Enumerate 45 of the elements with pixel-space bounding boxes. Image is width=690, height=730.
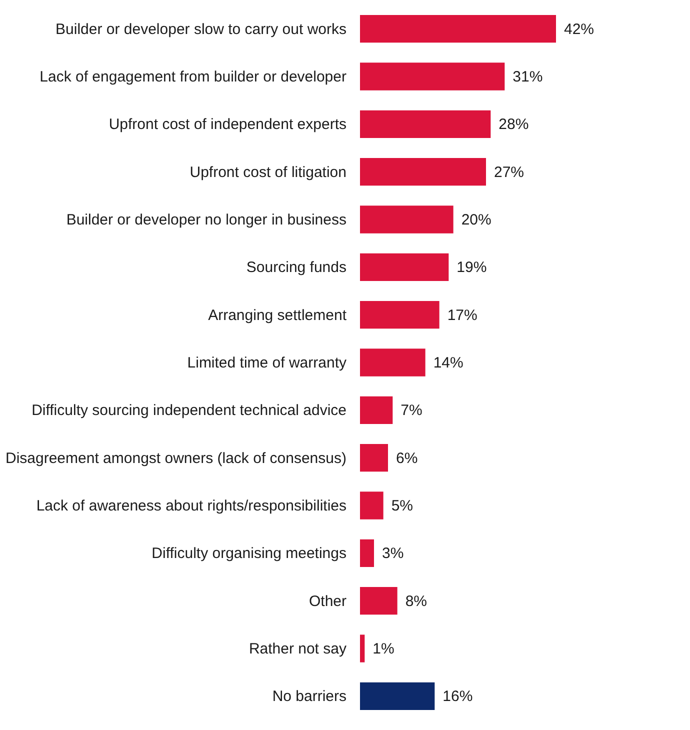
bar <box>360 492 384 520</box>
bar <box>360 444 388 472</box>
y-tick-label: No barriers <box>272 688 346 706</box>
data-label: 3% <box>382 545 404 562</box>
data-label: 20% <box>461 212 492 228</box>
bar <box>360 110 491 138</box>
data-label: 28% <box>498 116 529 134</box>
y-tick-label: Upfront cost of litigation <box>190 164 346 181</box>
bar <box>360 634 365 662</box>
data-label: 19% <box>456 259 487 276</box>
data-label: 14% <box>433 354 464 372</box>
bar <box>360 396 393 424</box>
bar <box>360 206 454 234</box>
y-tick-label: Other <box>308 592 347 610</box>
bar <box>360 158 486 186</box>
y-tick-label: Builder or developer slow to carry out works <box>56 20 346 38</box>
y-tick-label: Rather not say <box>248 640 347 658</box>
data-label: 16% <box>442 688 473 706</box>
y-tick-label: Disagreement amongst owners (lack of consensus) <box>6 450 346 467</box>
bar <box>360 587 398 615</box>
data-label: 17% <box>447 306 478 324</box>
bar <box>360 15 556 43</box>
y-tick-label: Lack of engagement from builder or developer <box>40 68 346 86</box>
y-tick-label: Arranging settlement <box>208 306 348 324</box>
bar <box>360 62 505 90</box>
data-label: 31% <box>512 68 543 86</box>
data-label: 6% <box>396 450 418 467</box>
bar <box>360 682 435 710</box>
data-label: 42% <box>564 20 594 38</box>
data-label: 1% <box>372 640 394 658</box>
data-label: 7% <box>400 402 422 420</box>
y-tick-label: Sourcing funds <box>246 259 346 276</box>
y-tick-label: Limited time of warranty <box>187 354 347 372</box>
bar <box>360 539 374 567</box>
y-tick-label: Builder or developer no longer in business <box>66 212 346 228</box>
y-tick-label: Upfront cost of independent experts <box>108 116 346 134</box>
bar <box>360 348 426 376</box>
data-label: 8% <box>405 592 428 610</box>
y-tick-label: Difficulty organising meetings <box>152 545 346 562</box>
bar <box>360 253 449 281</box>
data-label: 27% <box>494 164 524 181</box>
y-tick-label: Difficulty sourcing independent technical advice <box>32 402 346 420</box>
bar <box>360 301 440 329</box>
y-tick-label: Lack of awareness about rights/responsibilities <box>36 498 346 514</box>
data-label: 5% <box>391 498 414 514</box>
